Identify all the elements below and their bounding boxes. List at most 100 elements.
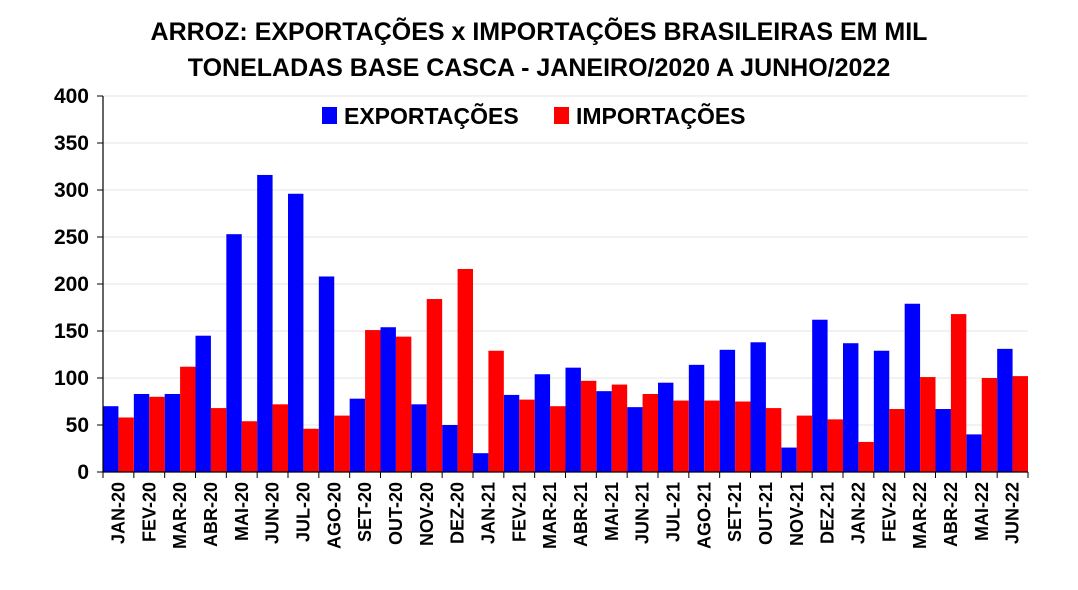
import-bar-set-21	[735, 401, 751, 472]
import-bar-jan-21	[488, 350, 504, 472]
export-bar-abr-20	[195, 335, 211, 472]
import-bar-set-20	[365, 330, 381, 472]
x-tick-label-mar-22: MAR-22	[910, 482, 930, 549]
chart-title-line-2: TONELADAS BASE CASCA - JANEIRO/2020 A JU…	[187, 54, 891, 82]
y-tick-label: 300	[54, 179, 89, 202]
import-bar-mai-21	[611, 384, 628, 472]
x-tick-label-ago-21: AGO-21	[694, 482, 714, 549]
x-tick-label-jun-21: JUN-21	[633, 482, 653, 544]
x-tick-label-jun-20: JUN-20	[263, 482, 283, 544]
export-bar-nov-21	[781, 447, 797, 472]
export-bar-dez-20	[442, 425, 458, 472]
export-bar-dez-21	[812, 319, 828, 472]
y-tick-label: 250	[54, 226, 89, 249]
export-bar-set-21	[719, 349, 736, 472]
chart-title: ARROZ: EXPORTAÇÕES x IMPORTAÇÕES BRASILE…	[0, 14, 1078, 86]
export-bar-ago-20	[318, 276, 335, 472]
bars	[103, 174, 1028, 472]
import-bar-ago-20	[334, 415, 350, 472]
x-tick-label-fev-21: FEV-21	[509, 482, 529, 542]
y-tick-label: 400	[54, 85, 89, 108]
legend-swatch-imports	[554, 107, 569, 124]
import-bar-jul-20	[303, 428, 319, 472]
x-tick-label-abr-21: ABR-21	[571, 482, 591, 547]
x-tick-label-out-21: OUT-21	[756, 482, 776, 545]
export-bar-mar-21	[534, 374, 551, 472]
axes	[97, 95, 1029, 478]
import-bar-mar-21	[550, 406, 566, 472]
chart-title-line-1: ARROZ: EXPORTAÇÕES x IMPORTAÇÕES BRASILE…	[150, 18, 928, 46]
x-tick-label-jan-20: JAN-20	[108, 482, 128, 544]
export-bar-mar-22	[904, 303, 921, 472]
export-bar-jan-20	[103, 406, 119, 472]
export-bar-abr-22	[935, 409, 951, 472]
x-tick-label-mar-21: MAR-21	[540, 482, 560, 549]
import-bar-jul-21	[673, 400, 689, 472]
x-tick-label-fev-20: FEV-20	[139, 482, 159, 542]
legend-swatch-exports	[322, 107, 337, 124]
x-tick-label-set-20: SET-20	[355, 482, 375, 542]
x-tick-label-ago-20: AGO-20	[324, 482, 344, 549]
y-tick-label: 0	[77, 461, 89, 484]
x-tick-label-abr-22: ABR-22	[941, 482, 961, 547]
import-bar-mai-20	[241, 421, 258, 472]
import-bar-ago-21	[704, 400, 720, 472]
x-tick-label-jan-22: JAN-22	[848, 482, 868, 544]
import-bar-dez-21	[827, 419, 843, 472]
export-bar-nov-20	[411, 404, 427, 472]
y-tick-label: 150	[54, 320, 89, 343]
y-axis-tick-labels: 0 50 100 150 200 250 300 350 400	[54, 85, 89, 484]
y-tick-label: 50	[66, 414, 89, 437]
export-bar-abr-21	[565, 367, 581, 472]
import-bar-out-20	[395, 336, 412, 472]
import-bar-fev-22	[889, 409, 905, 472]
import-bar-nov-21	[796, 415, 813, 472]
x-tick-label-abr-20: ABR-20	[201, 482, 221, 547]
y-tick-label: 100	[54, 367, 89, 390]
import-bar-fev-20	[149, 396, 165, 472]
import-bar-abr-21	[580, 380, 597, 472]
x-tick-label-jul-21: JUL-21	[663, 482, 683, 542]
x-tick-label-set-21: SET-21	[725, 482, 745, 542]
x-tick-label-dez-21: DEZ-21	[818, 482, 838, 544]
export-bar-set-20	[349, 398, 366, 472]
x-tick-label-jun-22: JUN-22	[1003, 482, 1023, 544]
export-bar-ago-21	[688, 364, 705, 472]
export-bar-out-21	[750, 342, 766, 472]
x-tick-label-mai-22: MAI-22	[972, 482, 992, 541]
import-bar-jan-22	[858, 441, 874, 472]
legend: EXPORTAÇÕES IMPORTAÇÕES	[322, 102, 746, 129]
import-bar-fev-21	[519, 399, 535, 472]
export-bar-jan-22	[843, 343, 859, 472]
x-tick-label-dez-20: DEZ-20	[448, 482, 468, 544]
x-tick-label-mai-21: MAI-21	[602, 482, 622, 541]
import-bar-dez-20	[457, 268, 473, 472]
x-tick-label-mai-20: MAI-20	[232, 482, 252, 541]
export-bar-fev-22	[873, 350, 890, 472]
export-bar-jun-21	[627, 407, 643, 472]
export-bar-fev-20	[133, 393, 150, 472]
import-bar-abr-20	[210, 408, 227, 472]
legend-label-exports: EXPORTAÇÕES	[344, 102, 519, 129]
import-bar-abr-22	[950, 314, 967, 472]
export-bar-mar-20	[164, 393, 181, 472]
import-bar-jun-22	[1012, 376, 1028, 472]
x-tick-label-nov-21: NOV-21	[787, 482, 807, 546]
export-bar-out-20	[380, 327, 396, 472]
export-bar-mai-21	[596, 391, 612, 472]
x-tick-label-mar-20: MAR-20	[170, 482, 190, 549]
x-tick-label-fev-22: FEV-22	[879, 482, 899, 542]
export-bar-jan-21	[473, 453, 489, 472]
export-bar-jul-20	[288, 193, 304, 472]
x-tick-label-out-20: OUT-20	[386, 482, 406, 545]
legend-label-imports: IMPORTAÇÕES	[576, 102, 746, 129]
x-tick-label-nov-20: NOV-20	[417, 482, 437, 546]
export-bar-mai-20	[226, 234, 242, 472]
export-bar-jun-20	[257, 174, 273, 472]
x-tick-label-jan-21: JAN-21	[478, 482, 498, 544]
import-bar-jun-20	[272, 404, 288, 472]
export-bar-jun-22	[997, 348, 1013, 472]
x-tick-label-jul-20: JUL-20	[293, 482, 313, 542]
export-bar-fev-21	[503, 394, 520, 472]
